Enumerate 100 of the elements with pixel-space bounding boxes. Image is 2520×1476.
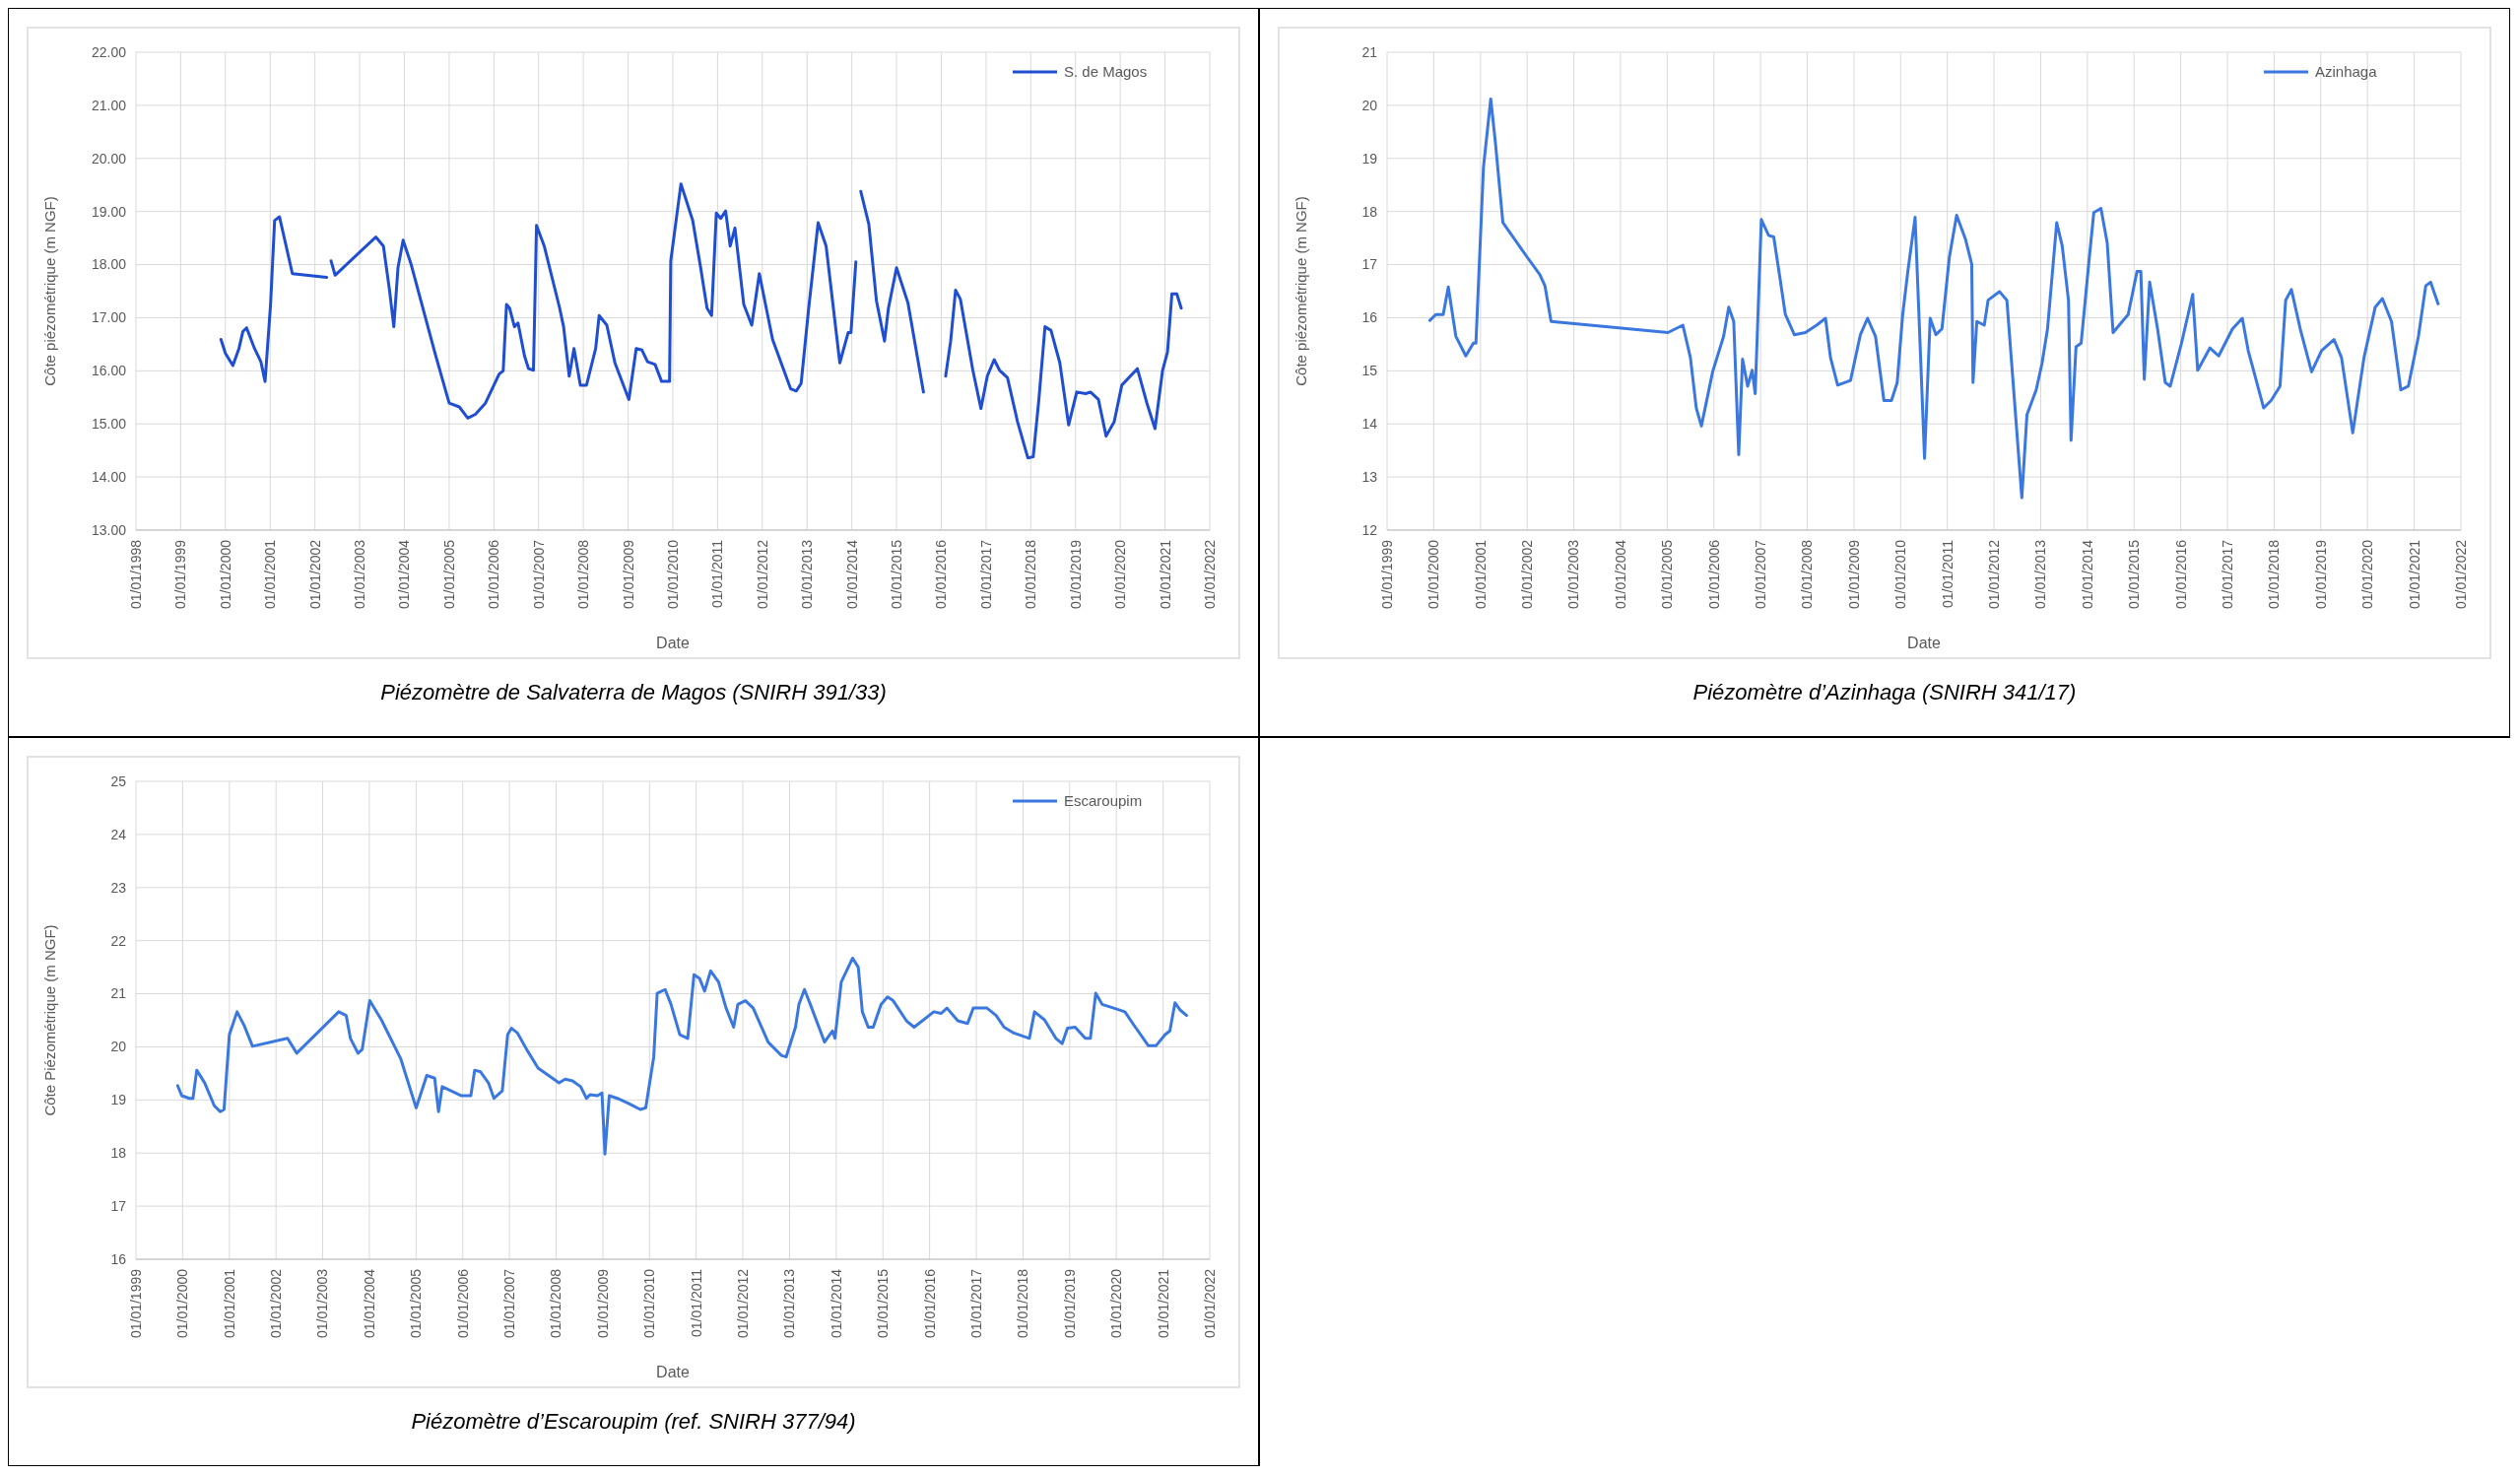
x-tick-label: 01/01/2020 [1108,1268,1125,1339]
y-tick-label: 22 [110,932,127,949]
x-tick-label: 01/01/2012 [1985,539,2002,610]
x-tick-label: 01/01/2013 [2032,539,2049,610]
x-tick-label: 01/01/1999 [127,1268,144,1339]
x-tick-label: 01/01/1999 [172,539,189,610]
x-tick-label: 01/01/2014 [828,1268,844,1339]
text: Piézomètre de Salvaterra de Magos (SNIRH 391/33) [380,680,887,704]
x-tick-label: 01/01/2006 [486,539,502,610]
x-tick-label: 01/01/2005 [1659,539,1676,610]
y-tick-label: 12 [1361,521,1378,538]
legend-label: S. de Magos [1064,63,1148,81]
x-tick-label: 01/01/2004 [361,1268,377,1339]
x-tick-label: 01/01/2003 [351,539,367,610]
x-tick-label: 01/01/2021 [1155,1268,1171,1339]
x-tick-label: 01/01/2011 [688,1268,704,1338]
x-tick-label: 01/01/2013 [781,1268,798,1339]
x-tick-label: 01/01/2003 [1565,539,1582,610]
x-tick-label: 01/01/2021 [2406,539,2422,610]
line-series [1427,97,2440,500]
y-tick-label: 14 [1361,416,1378,433]
x-tick-label: 01/01/2013 [799,539,816,610]
x-tick-label: 01/01/2020 [2359,539,2376,610]
x-tick-label: 01/01/2005 [408,1268,425,1339]
x-tick-label: 01/01/2003 [314,1268,331,1339]
y-tick-label: 21 [1361,43,1378,60]
y-tick-label: 16.00 [91,363,127,379]
x-tick-label: 01/01/2001 [221,1268,237,1339]
y-tick-label: 17.00 [91,309,127,326]
x-tick-label: 01/01/2011 [1939,539,1956,609]
x-tick-label: 01/01/1998 [127,539,144,610]
y-tick-label: 17 [110,1198,127,1215]
x-tick-label: 01/01/2022 [2452,539,2469,610]
x-tick-label: 01/01/2011 [709,539,726,609]
y-axis-title: Côte Piézométrique (m NGF) [41,924,58,1116]
y-tick-label: 25 [110,772,127,789]
x-tick-label: 01/01/2022 [1201,1268,1218,1339]
x-tick-label: 01/01/2002 [1519,539,1536,610]
x-tick-label: 01/01/2002 [268,1268,285,1339]
y-tick-label: 13.00 [91,521,127,538]
x-tick-label: 01/01/2015 [2126,539,2143,610]
x-tick-label: 01/01/2010 [641,1268,658,1339]
x-tick-label: 01/01/2007 [501,1268,518,1339]
x-tick-label: 01/01/2002 [306,539,323,610]
x-tick-label: 01/01/2018 [1015,1268,1031,1339]
x-tick-label: 01/01/2004 [396,539,413,610]
x-tick-label: 01/01/2015 [875,1268,892,1339]
y-tick-label: 20.00 [91,150,127,167]
y-tick-label: 17 [1361,256,1378,273]
x-tick-label: 01/01/2005 [440,539,457,610]
x-tick-label: 01/01/2014 [2079,539,2095,610]
y-tick-label: 15.00 [91,416,127,433]
text: Piézomètre d’Azinhaga (SNIRH 341/17) [1692,680,2077,704]
y-tick-label: 13 [1361,469,1378,486]
x-axis-title: Date [656,1364,690,1380]
y-axis-title: Côte piézométrique (m NGF) [1293,196,1309,386]
x-tick-label: 01/01/2019 [1067,539,1084,610]
x-tick-label: 01/01/2017 [977,539,994,610]
x-tick-label: 01/01/2019 [2312,539,2329,610]
x-axis-title: Date [656,635,690,651]
x-tick-label: 01/01/2004 [1612,539,1628,610]
y-tick-label: 22.00 [91,43,127,60]
y-tick-label: 19.00 [91,203,127,220]
x-tick-label: 01/01/2008 [575,539,591,610]
x-tick-label: 01/01/2006 [454,1268,471,1339]
y-tick-label: 21.00 [91,97,127,113]
x-tick-label: 01/01/2015 [888,539,904,610]
x-tick-label: 01/01/2022 [1201,539,1218,610]
y-tick-label: 18.00 [91,256,127,273]
x-tick-label: 01/01/2007 [530,539,547,610]
x-tick-label: 01/01/2016 [933,539,950,610]
x-tick-label: 01/01/2017 [967,1268,984,1339]
x-tick-label: 01/01/2016 [2172,539,2189,610]
x-tick-label: 01/01/2001 [262,539,279,610]
x-tick-label: 01/01/2001 [1472,539,1489,610]
y-tick-label: 14.00 [91,469,127,486]
x-tick-label: 01/01/2000 [174,1268,191,1339]
x-tick-label: 01/01/2000 [217,539,233,610]
x-tick-label: 01/01/2010 [664,539,681,610]
x-tick-label: 01/01/2006 [1705,539,1722,610]
x-tick-label: 01/01/2009 [594,1268,611,1339]
y-tick-label: 16 [1361,309,1378,326]
y-tick-label: 21 [110,985,127,1002]
y-tick-label: 19 [110,1092,127,1108]
x-tick-label: 01/01/2007 [1753,539,1769,610]
x-tick-label: 01/01/1999 [1378,539,1395,610]
y-tick-label: 18 [110,1145,127,1162]
x-tick-label: 01/01/2021 [1157,539,1173,610]
x-tick-label: 01/01/2010 [1892,539,1909,610]
x-tick-label: 01/01/2017 [2219,539,2235,610]
x-tick-label: 01/01/2000 [1426,539,1442,610]
x-tick-label: 01/01/2014 [843,539,860,610]
x-tick-label: 01/01/2012 [754,539,770,610]
y-tick-label: 23 [110,879,127,896]
x-tick-label: 01/01/2018 [1023,539,1039,610]
x-tick-label: 01/01/2019 [1061,1268,1078,1339]
x-tick-label: 01/01/2012 [734,1268,751,1339]
x-tick-label: 01/01/2018 [2266,539,2283,610]
x-tick-label: 01/01/2016 [921,1268,938,1339]
y-tick-label: 16 [110,1250,127,1267]
